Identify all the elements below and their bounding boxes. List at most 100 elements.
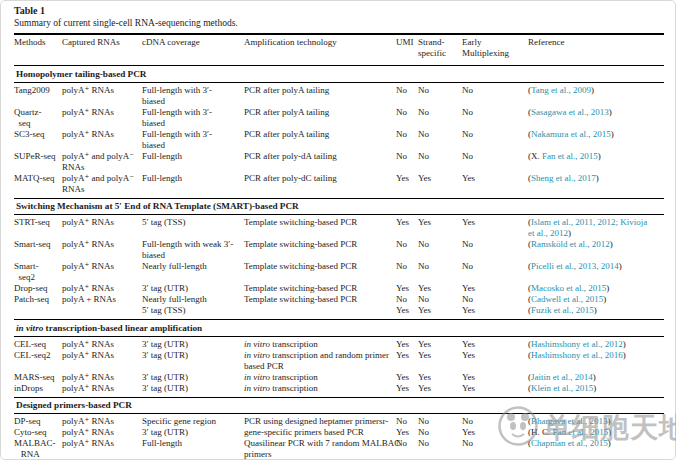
- early-cell: No Yes: [462, 294, 526, 316]
- reference-suffix: ): [623, 350, 626, 360]
- table-row: Drop-seqpolyA⁺ RNAs3′ tag (UTR)Template …: [14, 283, 664, 294]
- method-cell: Drop-seq: [14, 283, 60, 294]
- reference-link[interactable]: Sasagawa et al., 2013: [531, 107, 609, 117]
- reference-link[interactable]: Islam et al., 2011, 2012; Kivioja et al.…: [528, 217, 647, 238]
- strand-cell: Yes: [418, 383, 460, 394]
- table-row: Smart- seq2polyA⁺ RNAsNearly full-length…: [14, 261, 664, 283]
- amplification-cell: in vitro transcription: [244, 372, 394, 383]
- reference-prefix: (X.: [528, 151, 542, 161]
- reference-link[interactable]: Jaitin et al., 2014: [531, 372, 593, 382]
- column-header-2: cDNA coverage: [142, 37, 242, 59]
- reference-link[interactable]: Fan et al., 2015: [553, 427, 609, 437]
- reference-link[interactable]: Hashimshony et al., 2012: [531, 339, 623, 349]
- early-cell: Yes: [462, 339, 526, 350]
- umi-cell: Yes: [396, 350, 416, 372]
- early-cell: Yes: [462, 350, 526, 372]
- reference: (Jaitin et al., 2014): [528, 372, 664, 383]
- column-header-5: Strand- specific: [418, 37, 460, 59]
- strand-cell: No: [418, 239, 460, 261]
- early-cell: No: [462, 261, 526, 283]
- reference-cell: (X. Fan et al., 2015): [528, 151, 664, 173]
- amplification-cell: in vitro transcription: [244, 383, 394, 394]
- early-cell: Yes: [462, 173, 526, 195]
- paper-table-figure: Table 1 Summary of current single-cell R…: [14, 5, 664, 460]
- early-cell: No: [462, 85, 526, 107]
- coverage-cell: 3′ tag (UTR): [142, 383, 242, 394]
- reference-cell: (Macosko et al., 2015): [528, 283, 664, 294]
- reference-suffix: ): [611, 129, 614, 139]
- umi-cell: No Yes: [396, 294, 416, 316]
- reference-link[interactable]: Bhargava et al., 2013: [531, 416, 608, 426]
- reference-suffix: ): [609, 107, 612, 117]
- captured-cell: polyA⁺ RNAs: [62, 261, 140, 283]
- reference-cell: (Ramsköld et al., 2012): [528, 239, 664, 261]
- column-header-6: Early Multiplexing: [462, 37, 526, 59]
- reference-link[interactable]: Sheng et al., 2017: [531, 173, 596, 183]
- captured-cell: polyA⁺ RNAs: [62, 107, 140, 129]
- strand-cell: Yes: [418, 173, 460, 195]
- reference-link[interactable]: Tang et al., 2009: [531, 85, 591, 95]
- reference-cell: (Islam et al., 2011, 2012; Kivioja et al…: [528, 217, 664, 239]
- strand-cell: No: [418, 85, 460, 107]
- reference-cell: (Klein et al., 2015): [528, 383, 664, 394]
- table-row: SC3-seqpolyA⁺ RNAsFull-length with 3′- b…: [14, 129, 664, 151]
- umi-cell: Yes: [396, 283, 416, 294]
- reference-link[interactable]: Hashimshony et al., 2016: [531, 350, 623, 360]
- coverage-cell: Full-length: [142, 151, 242, 173]
- reference: (Picelli et al., 2013, 2014): [528, 261, 664, 272]
- amplification-cell: in vitro transcription and random primer…: [244, 350, 394, 372]
- table-label: Table 1: [14, 5, 664, 17]
- amplification-cell: PCR using designed heptamer primersr-: [244, 416, 394, 427]
- reference-link[interactable]: Klein et al., 2015: [531, 383, 593, 393]
- reference: (Ramsköld et al., 2012): [528, 239, 664, 250]
- table-row: MALBAC- RNApolyA⁺ RNAsFull-lengthQuasili…: [14, 438, 664, 460]
- reference-link[interactable]: Ramsköld et al., 2012: [531, 239, 610, 249]
- table-row: CEL-seq2polyA⁺ RNAs3′ tag (UTR)in vitro …: [14, 350, 664, 372]
- method-cell: MATQ-seq: [14, 173, 60, 195]
- early-cell: Yes: [462, 372, 526, 383]
- reference-cell: (Hashimshony et al., 2012): [528, 339, 664, 350]
- reference-link[interactable]: Macosko et al., 2015: [531, 283, 606, 293]
- method-cell: DP-seq: [14, 416, 60, 427]
- captured-cell: polyA⁺ RNAs: [62, 283, 140, 294]
- reference-link[interactable]: Nakamura et al., 2015: [531, 129, 611, 139]
- reference: (Sasagawa et al., 2013): [528, 107, 664, 118]
- reference-link[interactable]: Fan et al., 2015: [542, 151, 598, 161]
- coverage-cell: 3′ tag (UTR): [142, 339, 242, 350]
- reference-cell: (Bhargava et al., 2013): [528, 416, 664, 427]
- early-cell: Yes: [462, 283, 526, 294]
- early-cell: No: [462, 107, 526, 129]
- umi-cell: Yes: [396, 173, 416, 195]
- umi-cell: No: [396, 239, 416, 261]
- strand-cell: Yes: [418, 350, 460, 372]
- coverage-cell: Nearly full-length: [142, 261, 242, 283]
- reference-link[interactable]: Picelli et al., 2013, 2014: [531, 261, 619, 271]
- reference-link[interactable]: Cadwell et al., 2015: [531, 294, 603, 304]
- coverage-cell: 3′ tag (UTR): [142, 427, 242, 438]
- coverage-cell: Nearly full-length 5′ tag (TSS): [142, 294, 242, 316]
- strand-cell: Yes: [418, 339, 460, 350]
- reference-cell: (Tang et al., 2009): [528, 85, 664, 107]
- reference-cell: (Sheng et al., 2017): [528, 173, 664, 195]
- column-header-7: Reference: [528, 37, 664, 59]
- method-cell: Cyto-seq: [14, 427, 60, 438]
- early-cell: No: [462, 239, 526, 261]
- reference-link[interactable]: Fuzik et al., 2015: [531, 305, 594, 315]
- reference-suffix: ): [608, 438, 611, 448]
- reference-link[interactable]: Chapman et al., 2015: [531, 438, 608, 448]
- reference-cell: (Chapman et al., 2015): [528, 438, 664, 460]
- table-row: Cyto-seqpolyA⁺ RNAs3′ tag (UTR)gene-spec…: [14, 427, 664, 438]
- table-row: SUPeR-seqpolyA⁺ and polyA⁻ RNAsFull-leng…: [14, 151, 664, 173]
- umi-cell: No: [396, 85, 416, 107]
- umi-cell: Yes: [396, 217, 416, 239]
- captured-cell: polyA⁺ RNAs: [62, 239, 140, 261]
- captured-cell: polyA⁺ RNAs: [62, 85, 140, 107]
- captured-cell: polyA⁺ RNAs: [62, 129, 140, 151]
- reference: (X. Fan et al., 2015): [528, 151, 664, 162]
- umi-cell: No: [396, 438, 416, 460]
- early-cell: No: [462, 129, 526, 151]
- captured-cell: polyA + RNAs: [62, 294, 140, 316]
- coverage-cell: 3′ tag (UTR): [142, 372, 242, 383]
- section-header-2: in vitro transcription-based linear ampl…: [14, 319, 664, 337]
- reference: (Chapman et al., 2015): [528, 438, 664, 449]
